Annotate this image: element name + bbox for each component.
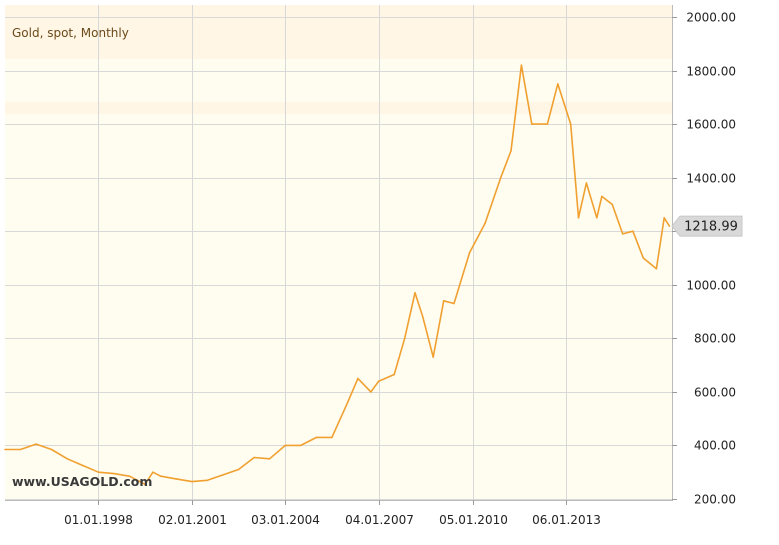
data-point <box>510 150 512 152</box>
last-value-marker: 1218.99 <box>671 215 743 237</box>
data-point <box>222 474 224 476</box>
data-point <box>468 251 471 254</box>
plot-band-top <box>5 5 672 59</box>
y-tick-label: 1400.00 <box>686 172 736 186</box>
y-tick-label: 2000.00 <box>686 11 736 25</box>
data-point <box>152 471 154 474</box>
data-point <box>82 464 84 467</box>
data-point <box>159 475 162 478</box>
data-point <box>191 480 193 483</box>
data-point <box>50 448 53 451</box>
data-point <box>4 448 6 451</box>
data-point <box>300 444 302 447</box>
data-point <box>611 203 613 206</box>
x-tick-label: 06.01.2013 <box>532 513 601 527</box>
data-point <box>655 267 658 270</box>
data-point <box>284 444 287 447</box>
data-point <box>403 337 406 340</box>
data-point <box>642 257 645 259</box>
data-point <box>377 380 380 383</box>
data-point <box>577 217 580 219</box>
y-tick-label: 400.00 <box>694 439 736 453</box>
data-point <box>253 456 255 459</box>
data-point <box>393 373 396 376</box>
data-point <box>596 217 598 219</box>
plot-band-mid <box>5 102 672 114</box>
data-point <box>113 472 115 475</box>
y-tick-label: 600.00 <box>694 386 736 400</box>
x-tick-label: 01.01.1998 <box>64 513 133 527</box>
data-point <box>19 448 22 451</box>
data-point <box>601 195 603 198</box>
data-point <box>357 377 359 380</box>
data-point <box>175 478 177 480</box>
data-point <box>557 83 559 85</box>
data-point <box>315 436 318 439</box>
data-point <box>422 316 424 318</box>
x-tick-label: 02.01.2001 <box>158 513 227 527</box>
x-tick-label: 05.01.2010 <box>439 513 508 527</box>
watermark-text: www.USAGOLD.com <box>12 474 152 489</box>
data-point <box>569 123 572 125</box>
data-point <box>442 300 445 302</box>
data-point <box>346 401 349 404</box>
data-point <box>268 458 271 460</box>
data-point <box>585 182 588 184</box>
data-point <box>128 475 131 478</box>
series-line <box>5 64 671 486</box>
data-point <box>499 176 502 179</box>
data-point <box>414 292 416 294</box>
data-point <box>531 123 533 125</box>
data-point <box>206 479 209 482</box>
data-point <box>370 391 372 393</box>
y-tick-label: 200.00 <box>694 493 736 507</box>
x-axis-ticks: 01.01.1998 02.01.2001 03.01.2004 04.01.2007… <box>64 500 601 527</box>
data-point <box>663 217 665 219</box>
data-point <box>66 458 69 460</box>
data-point <box>144 483 146 486</box>
y-tick-label: 1800.00 <box>686 65 736 79</box>
data-point <box>35 443 37 445</box>
x-tick-label: 03.01.2004 <box>251 513 320 527</box>
y-tick-label: 1000.00 <box>686 279 736 293</box>
series-points <box>4 64 671 486</box>
plot-border <box>5 5 673 501</box>
last-value-label: 1218.99 <box>684 220 738 235</box>
y-tick-label: 800.00 <box>694 332 736 346</box>
y-axis-ticks: 200.00400.00600.00800.001000.001200.0014… <box>672 11 736 507</box>
data-point <box>432 356 435 358</box>
x-tick-label: 04.01.2007 <box>345 513 414 527</box>
data-point <box>331 436 333 439</box>
data-point <box>237 468 240 471</box>
data-point <box>546 123 549 125</box>
data-point <box>97 471 100 474</box>
data-point <box>668 225 671 227</box>
data-point <box>520 64 523 66</box>
data-point <box>484 222 486 224</box>
data-point <box>453 302 455 305</box>
y-tick-label: 1600.00 <box>686 118 736 132</box>
last-value-box <box>671 215 743 237</box>
plot-background <box>5 5 672 500</box>
data-point <box>632 230 634 232</box>
chart-title: Gold, spot, Monthly <box>12 26 129 40</box>
data-point <box>621 233 624 235</box>
grid-lines <box>5 5 673 501</box>
